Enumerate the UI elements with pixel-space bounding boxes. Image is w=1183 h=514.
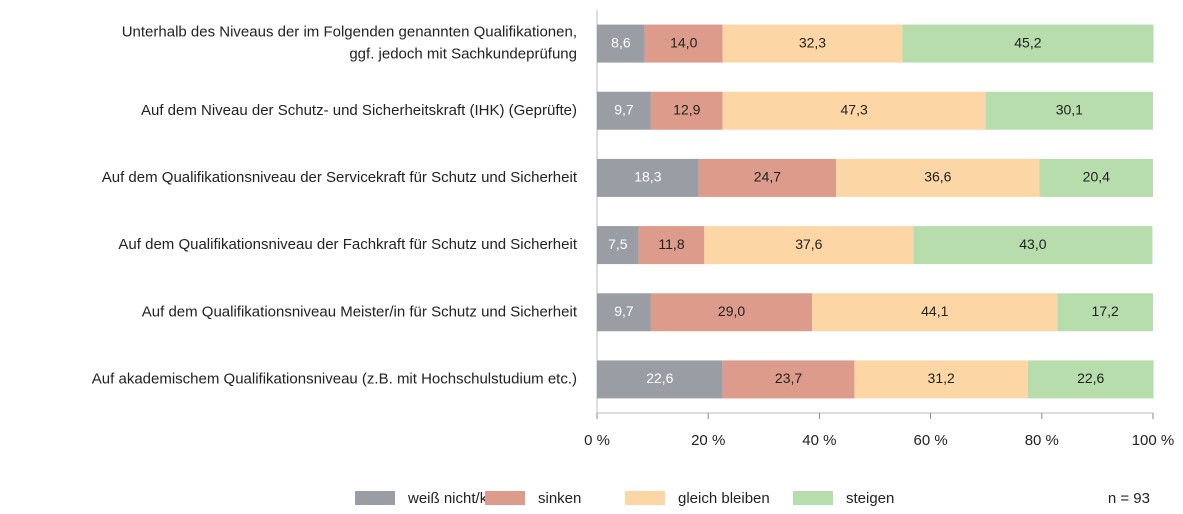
value-label: 37,6	[795, 236, 822, 252]
category-label: Auf dem Qualifikationsniveau der Fachkra…	[118, 236, 577, 253]
bar-segment	[698, 158, 837, 197]
legend-swatch	[625, 491, 665, 505]
value-label: 23,7	[775, 370, 802, 386]
bar-segment	[704, 226, 914, 265]
value-label: 47,3	[841, 101, 868, 117]
legend-label: gleich bleiben	[678, 490, 770, 507]
category-label: Auf dem Qualifikationsniveau Meister/in …	[142, 303, 578, 320]
value-label: 36,6	[924, 169, 951, 185]
legend-swatch	[793, 491, 833, 505]
bar-segment	[722, 91, 986, 130]
bar-segment	[597, 158, 699, 197]
category-label: Unterhalb des Niveaus der im Folgenden g…	[122, 24, 577, 63]
bar-segment	[1039, 158, 1153, 197]
value-label: 31,2	[928, 370, 955, 386]
value-label: 45,2	[1014, 34, 1041, 50]
category-label: Auf dem Niveau der Schutz- und Sicherhei…	[141, 102, 577, 119]
bar-segment	[650, 91, 723, 130]
x-tick-label: 80 %	[1025, 432, 1059, 449]
legend-label: sinken	[538, 490, 581, 507]
bar-segment	[913, 226, 1153, 265]
value-label: 12,9	[673, 101, 700, 117]
bar-segment	[812, 293, 1058, 332]
value-label: 22,6	[646, 370, 673, 386]
legend-swatch	[485, 491, 525, 505]
value-label: 20,4	[1083, 169, 1110, 185]
value-label: 9,7	[614, 303, 634, 319]
category-label: Auf dem Qualifikationsniveau der Service…	[102, 169, 578, 186]
value-label: 8,6	[611, 34, 631, 50]
value-label: 14,0	[670, 34, 697, 50]
x-tick-label: 100 %	[1132, 432, 1175, 449]
note: n = 93	[1108, 490, 1150, 507]
category-label: Auf akademischem Qualifikationsniveau (z…	[92, 370, 577, 387]
bar-segment	[854, 360, 1028, 399]
bar-segment	[650, 293, 813, 332]
legend-label: weiß nicht/k. A.	[407, 490, 509, 507]
value-label: 29,0	[718, 303, 745, 319]
bar-segment	[1027, 360, 1154, 399]
x-tick-label: 0 %	[584, 432, 610, 449]
value-label: 43,0	[1019, 236, 1046, 252]
bar-segment	[597, 293, 651, 332]
value-label: 11,8	[658, 236, 684, 252]
bar-segment	[597, 24, 645, 63]
value-label: 18,3	[634, 169, 661, 185]
bar-segment	[644, 24, 723, 63]
legend-swatch	[355, 491, 395, 505]
bar-segment	[722, 360, 855, 399]
bar-segment	[638, 226, 705, 265]
bar-segment	[597, 91, 651, 130]
bar-segment	[722, 24, 903, 63]
x-tick-label: 40 %	[802, 432, 836, 449]
legend-label: steigen	[846, 490, 894, 507]
bar-segment	[1057, 293, 1153, 332]
value-label: 30,1	[1056, 101, 1083, 117]
value-label: 32,3	[799, 34, 826, 50]
x-tick-label: 20 %	[691, 432, 725, 449]
bar-segment	[597, 226, 639, 265]
value-label: 22,6	[1077, 370, 1104, 386]
value-label: 7,5	[608, 236, 628, 252]
value-label: 24,7	[754, 169, 781, 185]
value-label: 17,2	[1092, 303, 1119, 319]
value-label: 44,1	[921, 303, 948, 319]
x-tick-label: 60 %	[913, 432, 947, 449]
bar-segment	[836, 158, 1040, 197]
bar-segment	[902, 24, 1154, 63]
bar-segment	[597, 360, 723, 399]
bar-segment	[985, 91, 1153, 130]
value-label: 9,7	[614, 101, 634, 117]
